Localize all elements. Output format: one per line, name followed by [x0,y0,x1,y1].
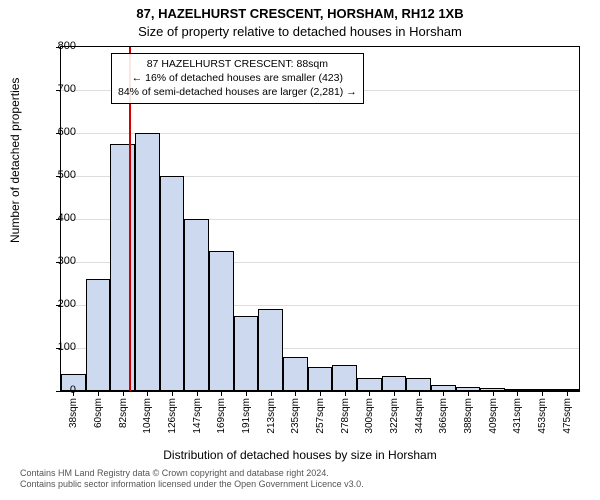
x-tick-label: 278sqm [340,398,351,434]
x-tick-label: 431sqm [512,398,523,434]
x-tick-label: 213sqm [266,398,277,434]
x-tick-label: 82sqm [118,398,129,428]
y-tick-label: 800 [58,40,76,52]
x-tick [542,391,543,396]
x-tick-label: 235sqm [290,398,301,434]
x-tick-label: 344sqm [414,398,425,434]
annotation-box: 87 HAZELHURST CRESCENT: 88sqm← 16% of de… [111,53,364,104]
x-tick [197,391,198,396]
x-tick [295,391,296,396]
figure: 87, HAZELHURST CRESCENT, HORSHAM, RH12 1… [0,0,600,500]
x-tick-label: 126sqm [167,398,178,434]
x-tick [468,391,469,396]
plot-area: 87 HAZELHURST CRESCENT: 88sqm← 16% of de… [60,46,580,392]
x-tick [320,391,321,396]
histogram-bar [184,219,209,391]
x-tick-label: 366sqm [438,398,449,434]
x-tick-label: 257sqm [315,398,326,434]
x-tick [369,391,370,396]
y-axis-label: Number of detached properties [8,78,22,243]
footer-line1: Contains HM Land Registry data © Crown c… [20,468,580,479]
x-tick [517,391,518,396]
histogram-bar [308,367,333,391]
y-tick-label: 400 [58,212,76,224]
x-axis-label: Distribution of detached houses by size … [0,448,600,462]
x-tick-label: 300sqm [364,398,375,434]
x-tick-label: 147sqm [192,398,203,434]
histogram-bar [234,316,259,391]
x-tick [172,391,173,396]
x-tick [147,391,148,396]
y-tick-label: 600 [58,126,76,138]
chart-title-line2: Size of property relative to detached ho… [0,24,600,39]
histogram-bar [135,133,160,391]
x-tick-label: 60sqm [93,398,104,428]
histogram-bar [258,309,283,391]
y-tick-label: 100 [58,341,76,353]
histogram-bar [283,357,308,391]
x-tick [443,391,444,396]
x-tick [123,391,124,396]
y-tick-label: 500 [58,169,76,181]
chart-title-line1: 87, HAZELHURST CRESCENT, HORSHAM, RH12 1… [0,6,600,21]
x-tick-label: 388sqm [463,398,474,434]
x-tick-label: 169sqm [216,398,227,434]
x-tick [271,391,272,396]
x-tick-label: 191sqm [241,398,252,434]
histogram-bar [406,378,431,391]
x-tick [221,391,222,396]
annotation-line: 84% of semi-detached houses are larger (… [118,85,357,99]
histogram-bar [160,176,185,391]
y-tick-label: 200 [58,298,76,310]
x-tick [394,391,395,396]
x-tick [419,391,420,396]
histogram-bar [86,279,111,391]
histogram-bar [382,376,407,391]
footer-line2: Contains public sector information licen… [20,479,580,490]
x-tick [345,391,346,396]
footer-attribution: Contains HM Land Registry data © Crown c… [20,468,580,490]
y-tick-label: 300 [58,255,76,267]
x-tick-label: 322sqm [389,398,400,434]
x-tick [567,391,568,396]
histogram-bar [357,378,382,391]
y-tick-label: 700 [58,83,76,95]
x-tick-label: 38sqm [68,398,79,428]
histogram-bar [209,251,234,391]
annotation-line: ← 16% of detached houses are smaller (42… [118,71,357,85]
y-tick [56,391,61,392]
x-tick-label: 475sqm [562,398,573,434]
histogram-bar [332,365,357,391]
y-tick-label: 0 [70,384,76,396]
annotation-line: 87 HAZELHURST CRESCENT: 88sqm [118,57,357,71]
x-tick-label: 409sqm [488,398,499,434]
x-tick [246,391,247,396]
x-tick [493,391,494,396]
x-tick-label: 453sqm [537,398,548,434]
x-tick [98,391,99,396]
x-tick-label: 104sqm [142,398,153,434]
